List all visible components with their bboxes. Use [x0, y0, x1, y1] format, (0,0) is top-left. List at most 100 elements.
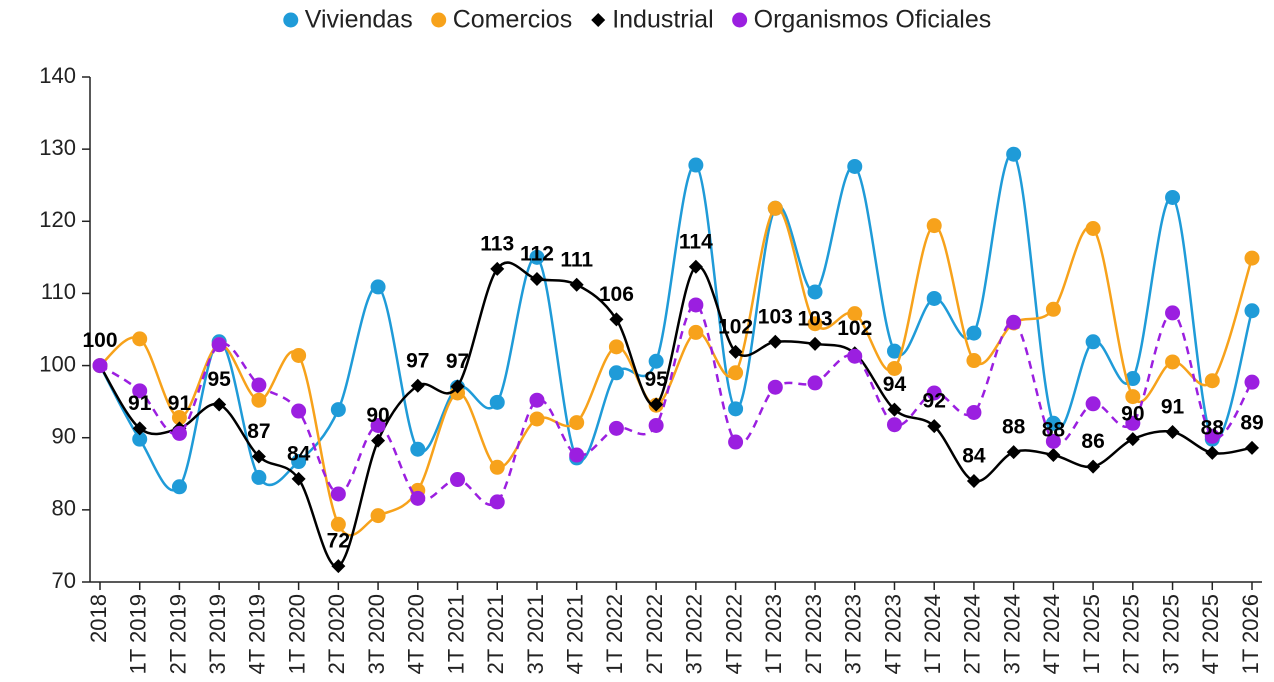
x-tick-label: 3T 2020: [364, 594, 389, 674]
point: [886, 343, 902, 359]
x-tick-label: 1T 2026: [1238, 594, 1263, 674]
point: [966, 474, 981, 488]
x-tick-label: 4T 2023: [880, 594, 905, 674]
y-tick-label: 70: [52, 568, 76, 593]
legend-marker: [732, 12, 748, 28]
point: [1165, 354, 1181, 370]
point: [1006, 146, 1022, 162]
x-tick-label: 3T 2019: [205, 594, 230, 674]
data-label: 95: [644, 368, 668, 391]
point: [171, 410, 187, 426]
data-label: 113: [480, 232, 514, 255]
y-tick-label: 80: [52, 496, 76, 521]
point: [450, 379, 465, 394]
point: [1045, 415, 1061, 431]
x-tick-label: 3T 2025: [1158, 594, 1183, 674]
point: [1086, 459, 1101, 474]
y-tick-label: 120: [39, 207, 76, 232]
point: [410, 490, 426, 506]
point: [1125, 371, 1141, 387]
point: [371, 433, 386, 448]
data-label: 90: [366, 404, 389, 427]
point: [728, 401, 744, 417]
point: [1085, 334, 1101, 350]
point: [450, 472, 466, 488]
legend-marker: [431, 12, 447, 28]
point: [926, 290, 942, 306]
point: [1165, 305, 1181, 321]
series-line: [98, 261, 1253, 568]
x-tick-label: 3T 2022: [682, 594, 707, 674]
data-label: 91: [1161, 395, 1185, 418]
data-label: 86: [1081, 430, 1104, 453]
series-line: [98, 152, 1254, 492]
legend: Viviendas Comercios Industrial Organismos O…: [283, 6, 991, 34]
x-tick-label: 2T 2019: [165, 594, 190, 674]
point: [529, 392, 545, 408]
point: [251, 377, 267, 393]
point: [1125, 389, 1141, 405]
x-tick-label: 2T 2024: [960, 594, 985, 674]
x-tick-label: 2T 2022: [642, 594, 667, 674]
data-label: 95: [207, 368, 231, 391]
point: [529, 272, 544, 286]
x-tick-label: 2T 2021: [483, 594, 508, 674]
data-label: 84: [287, 442, 311, 465]
legend-marker: [283, 12, 299, 28]
point: [1125, 415, 1141, 431]
point: [330, 516, 346, 532]
point: [1046, 448, 1061, 463]
x-tick-label: 1T 2025: [1079, 594, 1104, 674]
point: [728, 365, 744, 381]
legend-label: Viviendas: [305, 6, 413, 34]
series-line: [99, 303, 1254, 506]
x-tick-label: 4T 2025: [1198, 594, 1223, 674]
point: [688, 259, 703, 274]
point: [92, 358, 108, 374]
point: [608, 365, 624, 381]
x-tick-label: 4T 2020: [404, 594, 429, 674]
point: [688, 297, 704, 313]
data-label: 84: [962, 445, 986, 468]
point: [569, 277, 584, 292]
point: [1245, 440, 1259, 455]
point: [291, 471, 306, 486]
point: [529, 411, 545, 427]
point: [847, 158, 863, 174]
data-label: 90: [1121, 403, 1144, 426]
point: [211, 337, 227, 353]
x-tick-label: 3T 2023: [841, 594, 866, 674]
point: [648, 417, 664, 433]
point: [1204, 373, 1220, 389]
point: [847, 306, 863, 322]
x-tick-label: 2T 2020: [324, 594, 349, 674]
point: [1085, 221, 1101, 236]
data-label: 97: [406, 349, 429, 372]
point: [927, 419, 942, 434]
point: [609, 312, 624, 327]
data-label: 88: [1201, 416, 1225, 439]
point: [966, 325, 982, 341]
point: [132, 383, 148, 399]
data-label: 114: [679, 230, 713, 253]
point: [331, 559, 346, 574]
point: [608, 420, 624, 436]
point: [330, 402, 346, 418]
data-label: 100: [82, 329, 117, 352]
point: [966, 353, 982, 369]
x-tick-label: 4T 2021: [563, 594, 588, 674]
point: [251, 392, 267, 408]
legend-label: Organismos Oficiales: [754, 6, 992, 34]
x-tick-label: 2T 2023: [801, 594, 826, 674]
data-label: 102: [837, 317, 872, 340]
data-label: 72: [327, 530, 350, 553]
data-label: 103: [758, 305, 793, 328]
point: [291, 347, 307, 363]
point: [1125, 432, 1140, 447]
point: [569, 415, 585, 431]
x-tick-label: 2018: [86, 594, 111, 643]
data-label: 111: [560, 248, 593, 271]
point: [688, 324, 704, 340]
point: [489, 494, 505, 510]
point: [1244, 250, 1260, 266]
